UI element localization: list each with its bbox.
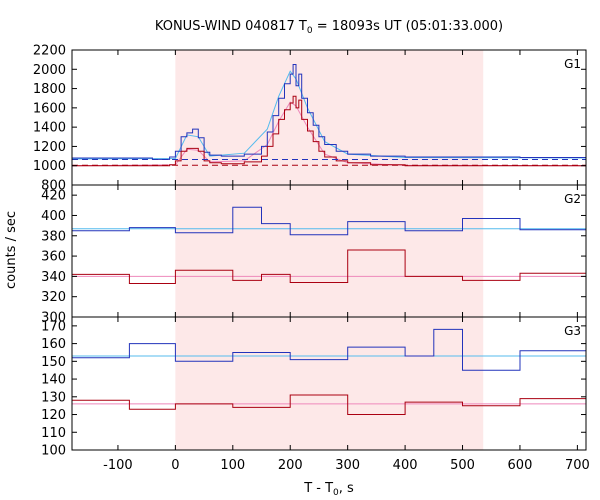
plot-area: 8001000120014001600180020002200G13003203… xyxy=(33,44,590,474)
x-tick-label: 200 xyxy=(278,458,303,473)
highlight-region xyxy=(175,185,484,317)
y-tick-label: 2000 xyxy=(33,63,66,78)
x-tick-label: 100 xyxy=(220,458,245,473)
highlight-region xyxy=(175,50,484,185)
y-tick-label: 150 xyxy=(41,355,66,370)
series-line-g1-2 xyxy=(72,95,587,167)
series-line-g1-1 xyxy=(72,64,587,160)
y-tick-label: 380 xyxy=(41,229,66,244)
x-tick-label: -100 xyxy=(103,458,133,473)
x-tick-label: 700 xyxy=(565,458,590,473)
x-tick-label: 0 xyxy=(171,458,179,473)
y-tick-label: 1600 xyxy=(33,101,66,116)
fit-line-g1-1 xyxy=(71,70,587,160)
y-tick-label: 140 xyxy=(41,373,66,388)
y-tick-label: 160 xyxy=(41,337,66,352)
chart-title: KONUS-WIND 040817 T0 = 18093s UT (05:01:… xyxy=(155,19,503,36)
panel-label-g3: G3 xyxy=(564,324,581,338)
series-line-g3-2 xyxy=(72,394,587,415)
x-tick-label: 500 xyxy=(450,458,475,473)
panel-label-g2: G2 xyxy=(564,192,581,206)
x-tick-label: 300 xyxy=(335,458,360,473)
y-tick-label: 360 xyxy=(41,250,66,265)
y-tick-label: 420 xyxy=(41,189,66,204)
y-tick-label: 1200 xyxy=(33,140,66,155)
y-axis-label: counts / sec xyxy=(4,211,19,289)
y-tick-label: 120 xyxy=(41,408,66,423)
x-axis-label: T - T0, s xyxy=(303,481,354,498)
y-tick-label: 300 xyxy=(41,311,66,326)
panel-label-g1: G1 xyxy=(564,57,581,71)
panel-frame xyxy=(71,316,587,451)
y-tick-label: 800 xyxy=(41,179,66,194)
y-tick-label: 320 xyxy=(41,290,66,305)
y-tick-label: 340 xyxy=(41,270,66,285)
y-tick-label: 110 xyxy=(41,426,66,441)
series-line-g2-1 xyxy=(72,206,587,236)
series-line-g3-1 xyxy=(72,328,587,371)
x-tick-label: 400 xyxy=(393,458,418,473)
y-tick-label: 400 xyxy=(41,209,66,224)
y-tick-label: 170 xyxy=(41,319,66,334)
y-tick-label: 130 xyxy=(41,390,66,405)
series-line-g2-2 xyxy=(72,249,587,284)
y-tick-label: 2200 xyxy=(33,44,66,59)
x-tick-label: 600 xyxy=(508,458,533,473)
y-tick-label: 1400 xyxy=(33,121,66,136)
highlight-region xyxy=(175,317,484,450)
y-tick-label: 1800 xyxy=(33,82,66,97)
y-tick-label: 1000 xyxy=(33,159,66,174)
y-tick-label: 100 xyxy=(41,444,66,459)
